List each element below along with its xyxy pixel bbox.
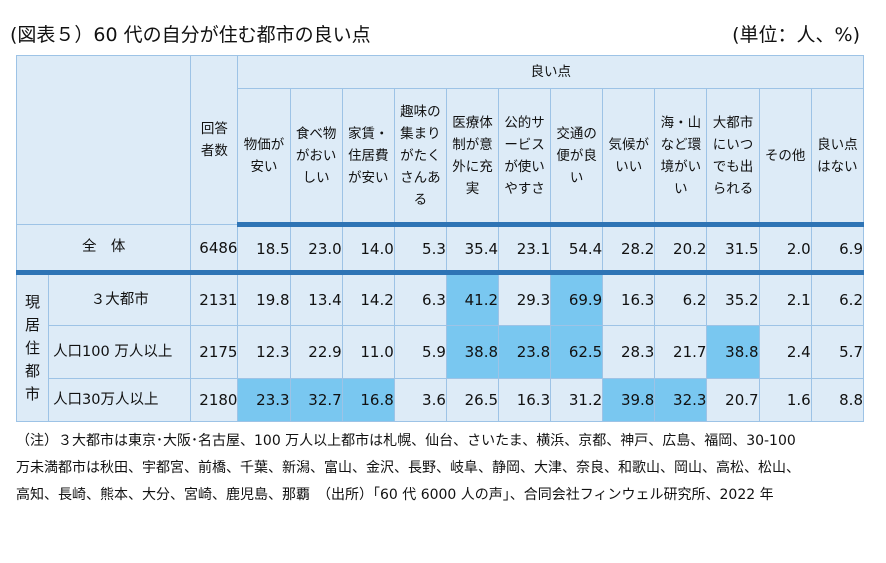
value-cell: 62.5 — [550, 325, 604, 379]
value-cell: 2.4 — [758, 325, 812, 379]
value-cell: 16.3 — [602, 272, 656, 326]
value-cell: 21.7 — [654, 325, 708, 379]
header-row-columns: 物価が安い 食べ物がおいしい 家賃・住居費が安い 趣味の集まりがたくさんある 医療体制が… — [17, 88, 865, 227]
value-cell: 32.7 — [289, 378, 343, 422]
value-cell: 31.2 — [550, 378, 604, 422]
value-cell: 1.6 — [758, 378, 812, 422]
respondent-count: 6486 — [190, 224, 239, 275]
value-cell: 32.3 — [654, 378, 708, 422]
value-cell: 14.2 — [341, 272, 395, 326]
value-cell: 16.8 — [341, 378, 395, 422]
footnote: （注）３大都市は東京･大阪･名古屋、100 万人以上都市は札幌、仙台、さいたま、… — [16, 428, 876, 509]
col-header-respondents: 回答者数 — [190, 55, 239, 225]
col-header: 海・山など環境がいい — [654, 88, 708, 227]
value-cell: 54.4 — [550, 224, 604, 275]
value-cell: 6.2 — [810, 272, 865, 326]
value-cell: 13.4 — [289, 272, 343, 326]
table-row: 現居住都市 ３大都市 2131 19.8 13.4 14.2 6.3 41.2 29.3 69.9… — [15, 272, 865, 422]
value-cell: 6.9 — [810, 224, 865, 275]
value-cell: 26.5 — [445, 378, 500, 422]
value-cell: 8.8 — [810, 378, 865, 422]
value-cell: 28.3 — [602, 325, 656, 379]
value-cell: 2.0 — [758, 224, 812, 275]
footnote-line: （注）３大都市は東京･大阪･名古屋、100 万人以上都市は札幌、仙台、さいたま、… — [16, 433, 796, 449]
value-cell: 41.2 — [445, 272, 500, 326]
page-title: (図表５）60 代の自分が住む都市の良い点 — [10, 24, 371, 46]
col-header: 公的サービスが使いやすさ — [498, 88, 552, 227]
col-header: 家賃・住居費が安い — [341, 88, 395, 227]
row-label: 全 体 — [15, 224, 192, 275]
col-header: 交通の便が良い — [550, 88, 604, 227]
value-cell: 6.2 — [654, 272, 708, 326]
residence-group-label: 現居住都市 — [15, 272, 50, 422]
value-cell: 23.1 — [498, 224, 552, 275]
corner-cell — [15, 55, 192, 225]
footnote-line: 高知、長崎、熊本、大分、宮崎、鹿児島、那覇 （出所）「60 代 6000 人の声… — [16, 487, 774, 503]
unit-label: (単位：人、%) — [732, 24, 860, 46]
footnote-line: 万未満都市は秋田、宇都宮、前橋、千葉、新潟、富山、金沢、長野、岐阜、静岡、大津、… — [16, 460, 800, 476]
value-cell: 2.1 — [758, 272, 812, 326]
value-cell: 19.8 — [237, 272, 291, 326]
col-header: 食べ物がおいしい — [289, 88, 343, 227]
value-cell: 29.3 — [498, 272, 552, 326]
value-cell: 28.2 — [602, 224, 656, 275]
value-cell: 20.7 — [706, 378, 760, 422]
value-cell: 69.9 — [550, 272, 604, 326]
col-header: 気候がいい — [602, 88, 656, 227]
value-cell: 5.3 — [393, 224, 447, 275]
row-label: 人口30万人以上 — [48, 378, 192, 422]
col-header: 大都市にいつでも出られる — [706, 88, 760, 227]
value-cell: 14.0 — [341, 224, 395, 275]
row-label: 人口100 万人以上 — [48, 325, 192, 379]
value-cell: 6.3 — [393, 272, 447, 326]
respondent-count: 2180 — [190, 378, 239, 422]
value-cell: 5.7 — [810, 325, 865, 379]
value-cell: 35.2 — [706, 272, 760, 326]
header-row-group: 回答者数 良い点 — [15, 55, 864, 225]
value-cell: 5.9 — [393, 325, 447, 379]
table-row: 人口100 万人以上 2175 12.3 22.9 11.0 5.9 38.8 23.8 62.… — [17, 325, 865, 379]
respondent-count: 2131 — [190, 272, 239, 326]
value-cell: 35.4 — [445, 224, 500, 275]
value-cell: 23.0 — [289, 224, 343, 275]
col-header: 物価が安い — [237, 88, 291, 227]
value-cell: 23.3 — [237, 378, 291, 422]
value-cell: 22.9 — [289, 325, 343, 379]
value-cell: 23.8 — [498, 325, 552, 379]
value-cell: 12.3 — [237, 325, 291, 379]
col-header: 医療体制が意外に充実 — [445, 88, 500, 227]
value-cell: 16.3 — [498, 378, 552, 422]
value-cell: 18.5 — [237, 224, 291, 275]
row-label: ３大都市 — [48, 272, 192, 326]
value-cell: 31.5 — [706, 224, 760, 275]
value-cell: 38.8 — [706, 325, 760, 379]
respondent-count: 2175 — [190, 325, 239, 379]
col-header: 良い点はない — [810, 88, 865, 227]
col-header: 趣味の集まりがたくさんある — [393, 88, 447, 227]
data-table: 回答者数 良い点 物価が安い 食べ物がおいしい 家賃・住居費が安い 趣味の集まりがたく… — [15, 55, 865, 422]
value-cell: 39.8 — [602, 378, 656, 422]
value-cell: 11.0 — [341, 325, 395, 379]
col-header: その他 — [758, 88, 812, 227]
table-row: 人口30万人以上 2180 23.3 32.7 16.8 3.6 26.5 16.3 31.2 3… — [17, 378, 865, 422]
group-header-good-points: 良い点 — [237, 55, 864, 89]
table-row: 全 体 6486 18.5 23.0 14.0 5.3 35.4 23.1 54.4 28.2 20… — [15, 224, 865, 275]
value-cell: 20.2 — [654, 224, 708, 275]
value-cell: 38.8 — [445, 325, 500, 379]
value-cell: 3.6 — [393, 378, 447, 422]
